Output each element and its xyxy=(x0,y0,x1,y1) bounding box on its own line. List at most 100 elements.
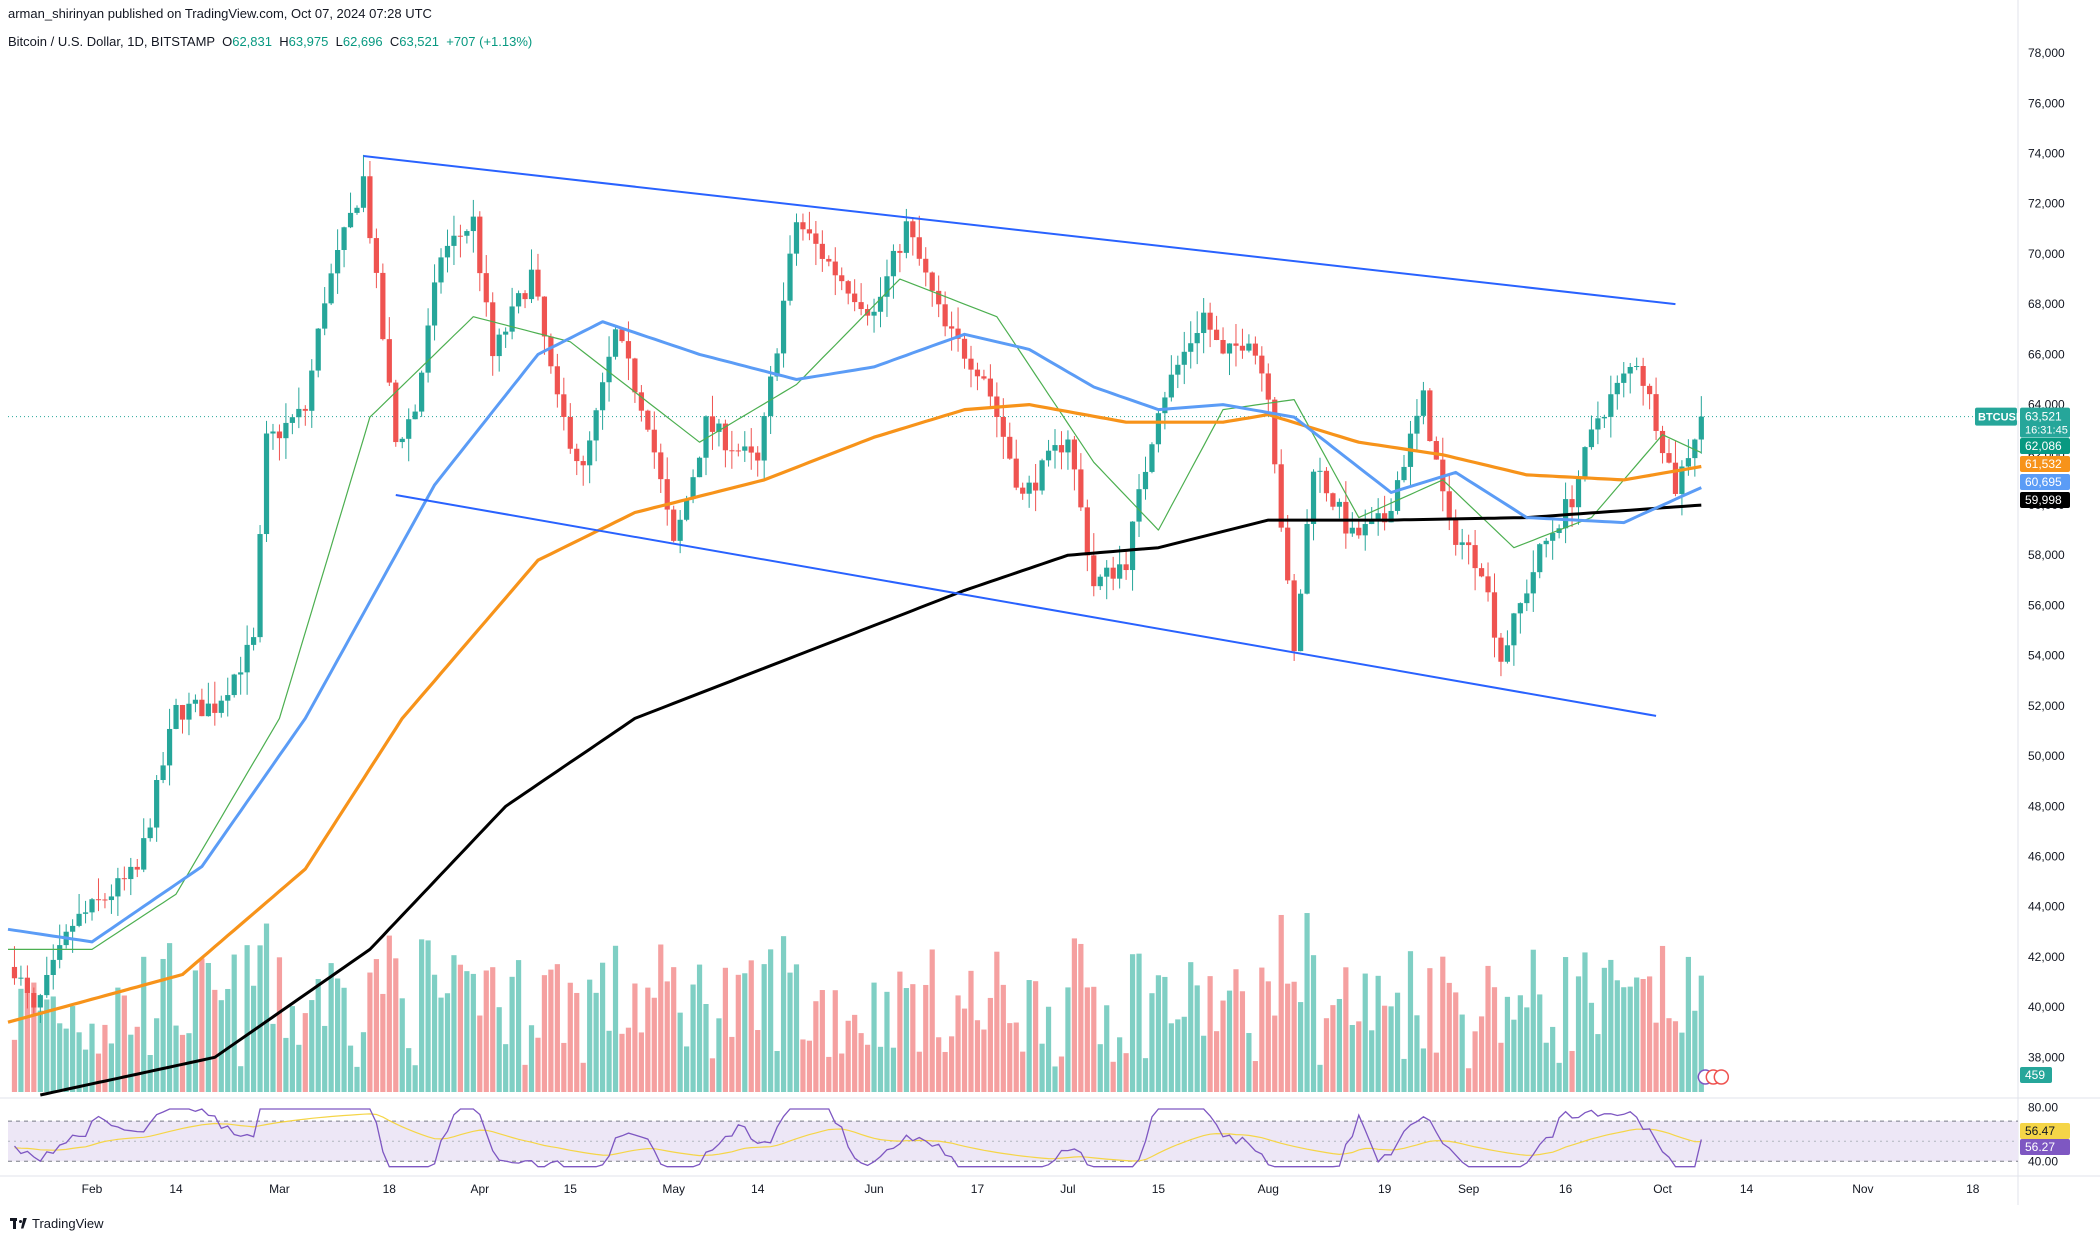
candle-body xyxy=(541,296,548,337)
price-tick-label: 68,000 xyxy=(2028,297,2065,311)
volume-bar xyxy=(1647,976,1653,1092)
candle-body xyxy=(1621,373,1627,383)
volume-badge: 459 xyxy=(2025,1068,2045,1082)
volume-bar xyxy=(1478,1016,1485,1092)
candle-body xyxy=(1388,510,1394,523)
volume-bar xyxy=(722,967,728,1092)
volume-bar xyxy=(1052,1066,1058,1092)
time-tick-label: 14 xyxy=(1740,1182,1754,1196)
candle-body xyxy=(270,431,276,434)
candle-body xyxy=(780,300,787,354)
price-tick-label: 72,000 xyxy=(2028,197,2065,211)
last-price-value: 63,521 xyxy=(2025,410,2062,424)
candle-body xyxy=(1414,415,1420,434)
volume-bar xyxy=(257,945,263,1092)
candle-body xyxy=(309,370,315,411)
candle-body xyxy=(212,703,218,713)
volume-bar xyxy=(1420,1048,1427,1092)
volume-bar xyxy=(800,1039,806,1092)
time-tick-label: 19 xyxy=(1378,1182,1392,1196)
volume-bar xyxy=(347,1045,354,1092)
volume-bar xyxy=(819,990,825,1092)
candle-body xyxy=(205,703,211,717)
candle-body xyxy=(722,423,728,451)
volume-bar xyxy=(522,1064,528,1092)
candle-body xyxy=(50,959,56,975)
candles xyxy=(11,154,1704,1023)
volume-bar xyxy=(780,936,787,1092)
candle-body xyxy=(1362,524,1368,536)
candle-body xyxy=(225,695,231,701)
volume-bar xyxy=(1388,1006,1394,1092)
candle-body xyxy=(1026,482,1032,494)
candle-body xyxy=(1401,466,1407,481)
tradingview-logo[interactable]: TradingView xyxy=(10,1216,104,1231)
volume-bar xyxy=(1020,1051,1026,1092)
time-tick-label: Oct xyxy=(1653,1182,1672,1196)
volume-bar xyxy=(645,987,651,1092)
volume-bar xyxy=(528,1025,535,1092)
volume-bar xyxy=(212,989,218,1092)
time-tick-label: Jun xyxy=(864,1182,883,1196)
candle-body xyxy=(936,290,942,305)
volume-bar xyxy=(1194,985,1200,1092)
candle-body xyxy=(606,356,612,383)
candle-body xyxy=(70,925,76,932)
candle-body xyxy=(742,446,748,451)
volume-bar xyxy=(1679,1032,1685,1092)
candle-body xyxy=(1007,436,1013,459)
volume-bar xyxy=(1601,967,1607,1092)
candle-body xyxy=(580,461,586,466)
candle-body xyxy=(690,477,696,499)
volume-bar xyxy=(1246,1033,1252,1092)
volume-bar xyxy=(102,1024,108,1092)
candle-body xyxy=(115,878,121,897)
candle-body xyxy=(1201,312,1207,334)
candle-body xyxy=(1110,567,1116,579)
candle-body xyxy=(528,269,535,300)
candle-body xyxy=(819,243,825,259)
price-tick-label: 78,000 xyxy=(2028,46,2065,60)
volume-bar xyxy=(839,1053,845,1092)
candle-body xyxy=(276,431,283,439)
candle-body xyxy=(1349,527,1355,534)
candle-body xyxy=(1213,329,1220,340)
volume-bar xyxy=(309,1000,315,1092)
candle-body xyxy=(496,334,502,357)
candle-body xyxy=(1634,366,1640,368)
volume-bar xyxy=(774,1051,780,1092)
volume-bar xyxy=(515,960,522,1092)
candle-body xyxy=(1304,523,1310,594)
volume-bar xyxy=(1013,1022,1019,1092)
candle-body xyxy=(1537,544,1543,573)
ma200-badge: 59,998 xyxy=(2025,493,2062,507)
volume-bar xyxy=(1278,914,1284,1092)
rsi-tick-label: 40.00 xyxy=(2028,1154,2058,1168)
volume-bar xyxy=(664,981,670,1092)
candle-body xyxy=(1123,564,1129,571)
candle-body xyxy=(425,325,431,373)
volume-bar xyxy=(503,1044,509,1092)
candle-body xyxy=(1647,385,1653,395)
time-tick-label: 17 xyxy=(971,1182,985,1196)
symbol-name[interactable]: Bitcoin / U.S. Dollar, 1D, BITSTAMP xyxy=(8,34,215,49)
volume-bar xyxy=(24,989,30,1092)
candle-body xyxy=(748,446,754,453)
volume-bar xyxy=(238,1066,244,1092)
candle-body xyxy=(696,457,703,478)
volume-bar xyxy=(729,1036,735,1092)
volume-bar xyxy=(1155,975,1162,1092)
volume-bar xyxy=(1659,945,1666,1092)
rsi-line xyxy=(14,1108,1702,1168)
publisher-line: arman_shirinyan published on TradingView… xyxy=(8,6,432,21)
candle-body xyxy=(438,257,444,283)
volume-bar xyxy=(121,995,127,1092)
volume-bar xyxy=(218,1000,224,1092)
symbol-legend[interactable]: Bitcoin / U.S. Dollar, 1D, BITSTAMP O62,… xyxy=(8,34,532,49)
rsi-ma-badge-bg xyxy=(2020,1123,2070,1139)
candle-body xyxy=(619,329,625,342)
candle-body xyxy=(574,448,580,462)
volume-bar xyxy=(464,971,470,1092)
price-tick-label: 52,000 xyxy=(2028,699,2065,713)
